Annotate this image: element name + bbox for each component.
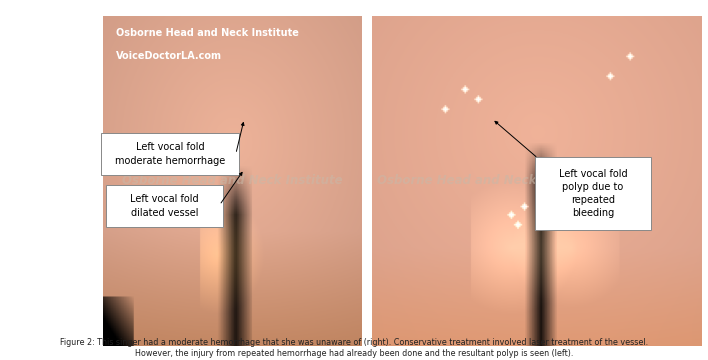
Text: Osborne Head and Neck Institute: Osborne Head and Neck Institute: [115, 28, 299, 38]
Text: Left vocal fold
polyp due to
repeated
bleeding: Left vocal fold polyp due to repeated bl…: [559, 169, 627, 218]
Text: Left vocal fold
dilated vessel: Left vocal fold dilated vessel: [130, 194, 199, 218]
Text: Left vocal fold
moderate hemorrhage: Left vocal fold moderate hemorrhage: [115, 142, 225, 166]
Text: Osborne Head and Neck Institute: Osborne Head and Neck Institute: [122, 174, 342, 188]
Text: Figure 2: This singer had a moderate hemorrhage that she was unaware of (right).: Figure 2: This singer had a moderate hem…: [60, 338, 648, 358]
Text: VoiceDoctorLA.com: VoiceDoctorLA.com: [115, 51, 222, 61]
Text: Osborne Head and Neck Institute: Osborne Head and Neck Institute: [377, 174, 598, 188]
